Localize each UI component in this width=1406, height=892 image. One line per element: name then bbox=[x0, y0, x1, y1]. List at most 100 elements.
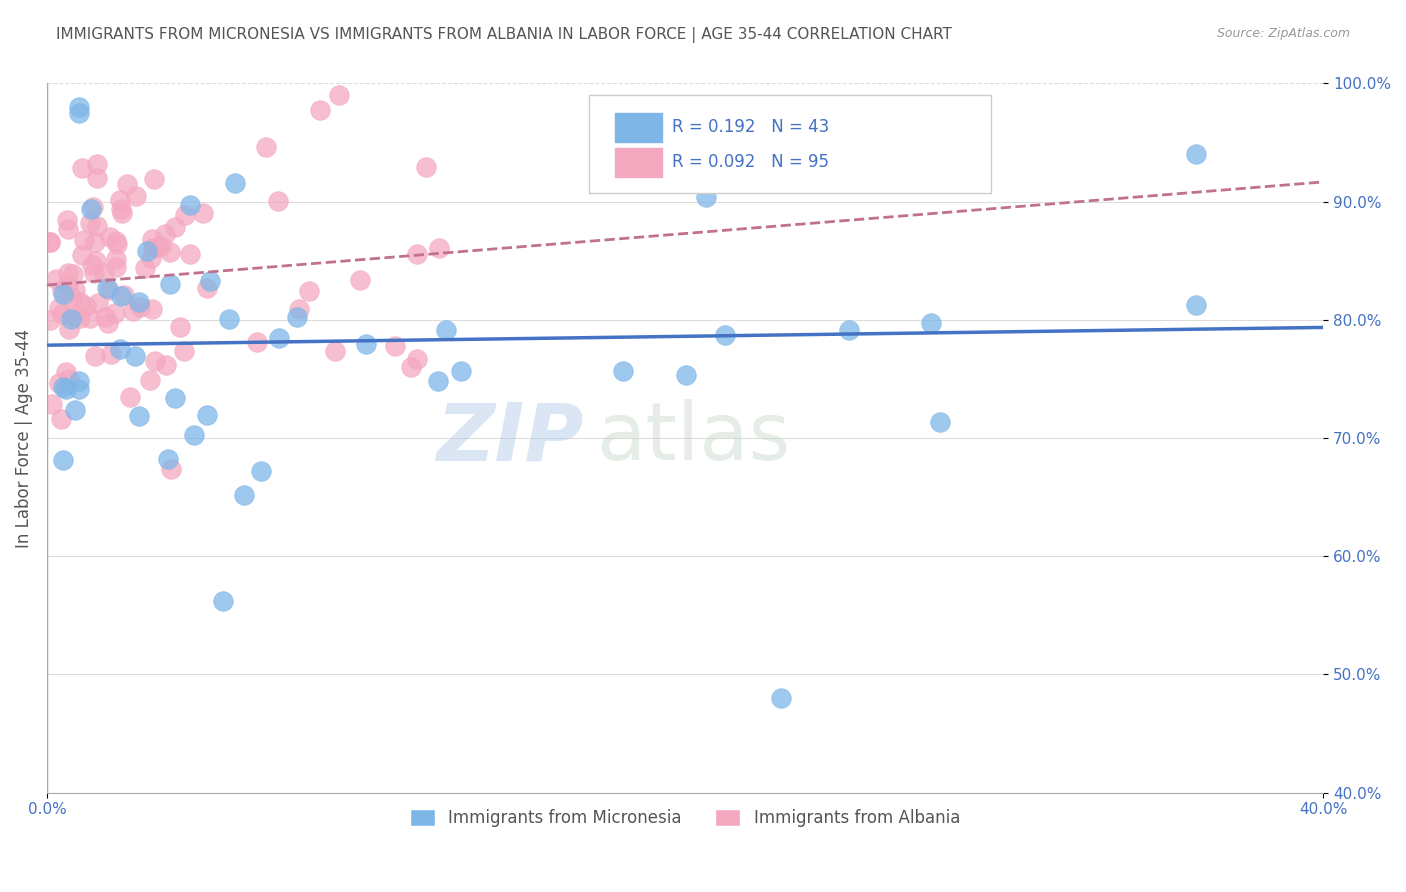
Point bbox=[67, 100, 90, 114]
Point bbox=[173, 208, 195, 222]
Point bbox=[125, 189, 148, 203]
Point bbox=[115, 177, 138, 191]
Point bbox=[59, 312, 82, 326]
Point bbox=[105, 237, 128, 252]
Point bbox=[1184, 147, 1206, 161]
Point bbox=[169, 320, 191, 334]
Point bbox=[165, 392, 187, 406]
Point bbox=[104, 306, 127, 320]
Point bbox=[405, 247, 427, 261]
Point bbox=[183, 428, 205, 442]
Point bbox=[108, 193, 131, 207]
Point bbox=[195, 281, 218, 295]
Point bbox=[111, 205, 134, 219]
Point bbox=[49, 411, 72, 425]
Point bbox=[165, 220, 187, 235]
Point bbox=[70, 161, 93, 176]
Point bbox=[838, 323, 860, 337]
Point bbox=[52, 453, 75, 467]
Point bbox=[769, 691, 792, 706]
Point bbox=[143, 353, 166, 368]
Point bbox=[83, 266, 105, 280]
Point bbox=[56, 278, 79, 293]
Point bbox=[63, 284, 86, 298]
Point bbox=[218, 312, 240, 326]
Point bbox=[920, 316, 942, 330]
Point bbox=[97, 316, 120, 330]
Point bbox=[55, 365, 77, 379]
Point bbox=[141, 232, 163, 246]
Point bbox=[427, 241, 450, 255]
Point bbox=[58, 322, 80, 336]
Point bbox=[246, 335, 269, 350]
Point bbox=[94, 310, 117, 324]
Point bbox=[67, 106, 90, 120]
Point bbox=[39, 312, 62, 326]
Point bbox=[93, 266, 115, 280]
Point bbox=[249, 464, 271, 478]
Point bbox=[155, 358, 177, 372]
Point bbox=[195, 409, 218, 423]
Point bbox=[104, 234, 127, 248]
Point bbox=[143, 172, 166, 186]
FancyBboxPatch shape bbox=[614, 112, 662, 142]
Point bbox=[80, 258, 103, 272]
Point bbox=[80, 202, 103, 216]
Point bbox=[267, 331, 290, 345]
Point bbox=[173, 344, 195, 359]
Point bbox=[84, 235, 107, 250]
Text: R = 0.192   N = 43: R = 0.192 N = 43 bbox=[672, 119, 830, 136]
Point bbox=[63, 402, 86, 417]
Point bbox=[179, 198, 201, 212]
Point bbox=[84, 253, 107, 268]
Point bbox=[82, 200, 104, 214]
Point bbox=[349, 273, 371, 287]
Point bbox=[56, 213, 79, 227]
Point bbox=[129, 300, 152, 314]
Point bbox=[110, 289, 132, 303]
Point bbox=[124, 349, 146, 363]
Point bbox=[128, 409, 150, 423]
Point bbox=[153, 227, 176, 241]
Point bbox=[51, 284, 73, 298]
Point bbox=[79, 311, 101, 326]
Point bbox=[156, 452, 179, 467]
Point bbox=[675, 368, 697, 383]
Point bbox=[39, 235, 62, 249]
Point bbox=[328, 88, 350, 103]
Point bbox=[384, 339, 406, 353]
Point bbox=[105, 260, 128, 274]
Point bbox=[288, 302, 311, 317]
Point bbox=[96, 281, 118, 295]
Point bbox=[58, 266, 80, 280]
Point bbox=[63, 310, 86, 324]
Point bbox=[232, 488, 254, 502]
Point bbox=[87, 295, 110, 310]
Point bbox=[309, 103, 332, 117]
Point bbox=[58, 372, 80, 386]
Point bbox=[150, 239, 173, 253]
Point bbox=[48, 376, 70, 390]
Point bbox=[73, 233, 96, 247]
Point bbox=[139, 251, 162, 265]
Point bbox=[51, 307, 73, 321]
Point bbox=[405, 352, 427, 367]
Point bbox=[135, 244, 157, 258]
Point bbox=[401, 359, 423, 374]
Point bbox=[69, 294, 91, 309]
Point bbox=[69, 310, 91, 325]
Point bbox=[108, 342, 131, 356]
Point bbox=[75, 299, 97, 313]
Text: atlas: atlas bbox=[596, 399, 790, 477]
Text: Source: ZipAtlas.com: Source: ZipAtlas.com bbox=[1216, 27, 1350, 40]
Point bbox=[695, 190, 717, 204]
Point bbox=[56, 222, 79, 236]
Point bbox=[139, 373, 162, 387]
Legend: Immigrants from Micronesia, Immigrants from Albania: Immigrants from Micronesia, Immigrants f… bbox=[404, 803, 967, 834]
Text: ZIP: ZIP bbox=[436, 399, 583, 477]
Point bbox=[122, 303, 145, 318]
Point bbox=[427, 374, 450, 388]
Point bbox=[212, 593, 235, 607]
Point bbox=[254, 139, 277, 153]
Point bbox=[141, 302, 163, 317]
